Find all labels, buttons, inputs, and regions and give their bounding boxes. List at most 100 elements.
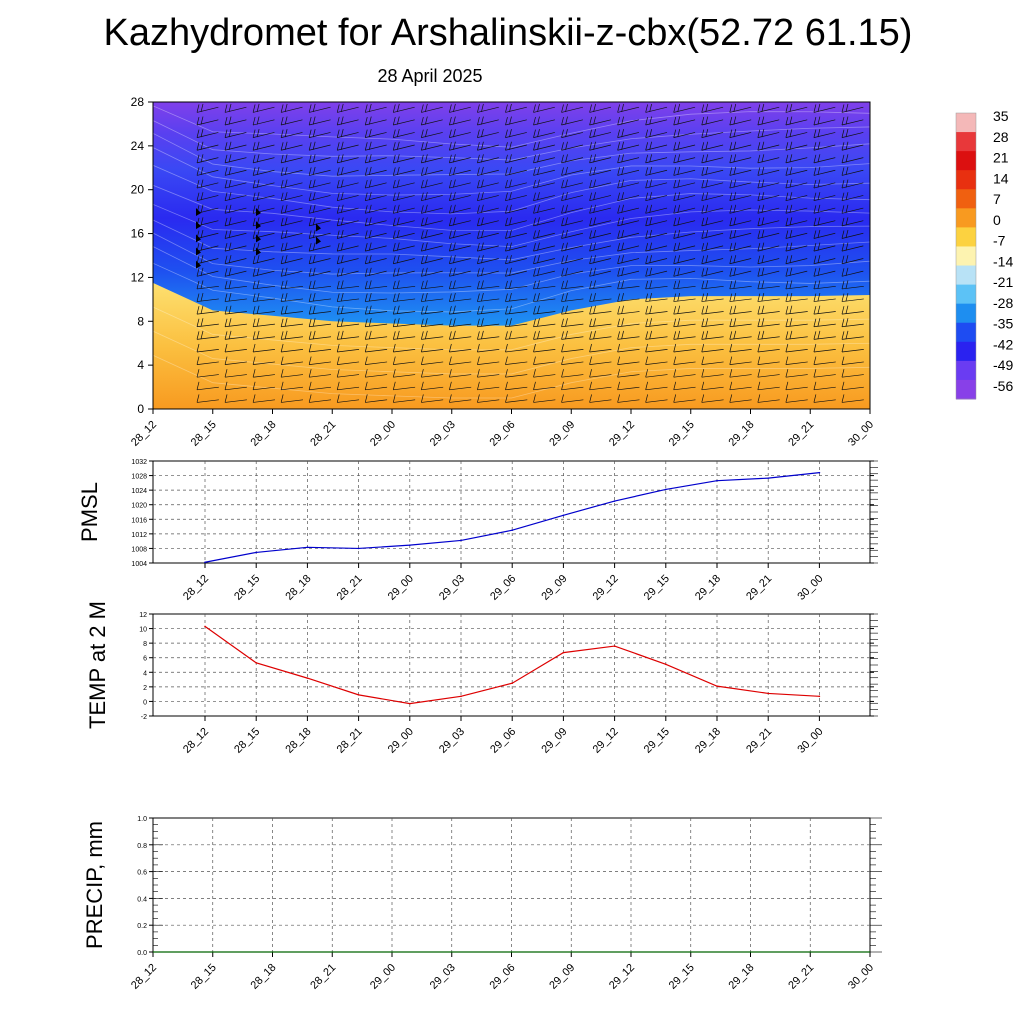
wind-barb	[224, 386, 247, 391]
wind-barb-feather	[196, 179, 200, 189]
wind-barb-feather	[252, 167, 256, 176]
wind-barb-feather	[561, 142, 564, 151]
warm-layer	[153, 282, 870, 409]
colorbar-label: -28	[993, 295, 1013, 311]
wind-barb	[224, 119, 247, 126]
wind-barb-feather	[224, 192, 228, 201]
wind-barb-feather	[757, 116, 761, 126]
wind-barb-feather	[252, 280, 256, 290]
wind-barb-feather	[505, 192, 508, 201]
wind-barb	[449, 132, 471, 138]
wind-barb	[617, 270, 640, 277]
wind-barb-feather	[813, 104, 817, 113]
x-tick-label: 28_12	[181, 726, 211, 756]
wind-barb-feather	[565, 154, 568, 163]
wind-barb	[196, 258, 219, 265]
wind-barb	[224, 349, 247, 353]
wind-barb-feather	[312, 154, 316, 163]
wind-barb-feather	[224, 381, 228, 390]
wind-barb-feather	[449, 104, 452, 113]
wind-barb	[533, 399, 556, 403]
wind-barb	[813, 182, 836, 189]
wind-barb	[617, 144, 640, 151]
wind-barb-feather	[813, 381, 817, 390]
wind-barb-feather	[453, 255, 456, 264]
wind-barb	[617, 132, 640, 138]
wind-barb-feather	[785, 331, 789, 340]
wind-pennant	[256, 221, 261, 230]
wind-barb-feather	[280, 104, 284, 113]
wind-barb-feather	[537, 217, 540, 226]
wind-barb-feather	[424, 217, 428, 226]
wind-barb-feather	[392, 255, 396, 264]
wind-barb-feather	[396, 267, 400, 276]
wind-barb	[561, 258, 583, 265]
wind-barb-feather	[396, 330, 400, 339]
precip-panel: 0.00.20.40.60.81.028_12 28_15 28_18 28_21 29…	[82, 816, 882, 992]
x-tick-label: 29_00	[386, 726, 416, 756]
wind-barb-feather	[449, 394, 452, 403]
wind-barb-feather	[200, 129, 204, 138]
wind-barb-feather	[505, 142, 508, 151]
wind-barb-feather	[449, 331, 452, 340]
wind-barb-feather	[785, 268, 789, 277]
wind-barb-feather	[481, 318, 484, 327]
wind-barb-feather	[392, 243, 396, 252]
wind-barb-feather	[453, 103, 456, 113]
wind-barb-feather	[845, 116, 849, 125]
wind-barb	[561, 386, 584, 391]
wind-barb	[813, 323, 836, 328]
wind-barb-feather	[841, 154, 845, 163]
wind-barb-feather	[252, 116, 256, 126]
wind-barb	[701, 285, 724, 290]
wind-barb	[589, 195, 612, 202]
wind-barb-feather	[284, 192, 288, 201]
wind-barb-feather	[649, 217, 653, 226]
wind-barb-feather	[813, 369, 817, 378]
wind-barb-feather	[228, 192, 232, 201]
wind-barb-feather	[729, 179, 733, 189]
x-tick-label: 29_15	[642, 726, 672, 756]
wind-barb	[393, 285, 416, 290]
wind-barb	[224, 285, 247, 290]
x-tick-label: 29_06	[488, 962, 518, 992]
wind-barb	[533, 311, 556, 315]
wind-barb-feather	[224, 306, 228, 315]
wind-barb-feather	[645, 116, 649, 126]
wind-barb-feather	[424, 204, 428, 213]
wind-barb-feather	[424, 129, 428, 138]
wind-barb-feather	[477, 369, 480, 378]
wind-barb	[757, 144, 780, 151]
wind-barb-feather	[677, 292, 681, 302]
series-point	[409, 544, 411, 546]
wind-barb	[757, 285, 780, 290]
x-tick-label: 29_18	[693, 573, 723, 603]
wind-barb-feather	[617, 331, 620, 340]
wind-barb	[281, 258, 303, 265]
wind-barb	[617, 298, 640, 302]
wind-barb-feather	[509, 255, 512, 264]
colorbar-label: 21	[993, 150, 1009, 166]
wind-barb	[617, 349, 640, 353]
wind-barb	[673, 220, 696, 227]
wind-barb	[337, 399, 360, 403]
wind-barb	[449, 374, 472, 378]
wind-barb-feather	[368, 242, 372, 251]
wind-barb-feather	[757, 331, 761, 340]
wind-barb-feather	[701, 129, 705, 138]
x-tick-label: 29_00	[368, 419, 398, 449]
wind-barb	[589, 232, 612, 239]
wind-barb-feather	[308, 268, 312, 277]
wind-barb-feather	[649, 116, 653, 125]
x-tick-label: 29_09	[547, 962, 577, 992]
wind-barb-feather	[477, 268, 480, 277]
wind-barb-feather	[589, 142, 592, 151]
wind-barb	[421, 119, 443, 126]
wind-barb-feather	[224, 356, 228, 365]
wind-barb	[813, 258, 836, 265]
wind-barb-feather	[589, 179, 592, 189]
wind-barb	[645, 361, 668, 365]
wind-barb-feather	[252, 381, 256, 390]
wind-barb-feather	[364, 154, 368, 163]
wind-barb-feather	[453, 217, 456, 226]
